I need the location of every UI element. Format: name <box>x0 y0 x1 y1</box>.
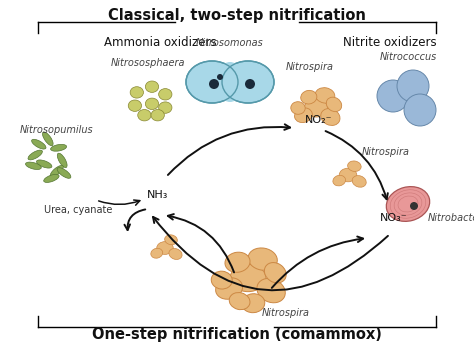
Ellipse shape <box>211 271 232 289</box>
Ellipse shape <box>216 278 243 299</box>
Ellipse shape <box>242 294 265 313</box>
Text: Nitrospira: Nitrospira <box>362 147 410 157</box>
Text: Nitrite oxidizers: Nitrite oxidizers <box>343 36 437 49</box>
Ellipse shape <box>44 174 59 183</box>
Ellipse shape <box>264 262 286 283</box>
Text: Ammonia oxidizers: Ammonia oxidizers <box>104 36 216 49</box>
Ellipse shape <box>50 165 64 177</box>
Ellipse shape <box>57 168 71 178</box>
Ellipse shape <box>159 102 172 113</box>
Ellipse shape <box>138 110 151 121</box>
Ellipse shape <box>32 139 46 149</box>
Text: NO₂⁻: NO₂⁻ <box>305 115 332 125</box>
Text: Nitrosopumilus: Nitrosopumilus <box>20 125 94 135</box>
Ellipse shape <box>157 242 173 254</box>
Ellipse shape <box>326 97 342 112</box>
Text: Nitrospira: Nitrospira <box>286 62 334 72</box>
Ellipse shape <box>321 109 340 125</box>
Ellipse shape <box>291 102 305 114</box>
Ellipse shape <box>57 153 67 168</box>
Text: Nitrosomonas: Nitrosomonas <box>196 38 264 48</box>
Ellipse shape <box>225 252 250 272</box>
Text: Nitrososphaera: Nitrososphaera <box>111 58 185 68</box>
Ellipse shape <box>26 162 41 170</box>
Ellipse shape <box>339 168 357 182</box>
Ellipse shape <box>51 144 66 151</box>
Ellipse shape <box>146 98 159 110</box>
Text: NH₃: NH₃ <box>147 190 169 200</box>
Ellipse shape <box>386 187 430 221</box>
Ellipse shape <box>222 61 274 103</box>
Ellipse shape <box>216 62 244 102</box>
Text: Nitrococcus: Nitrococcus <box>379 52 437 62</box>
Ellipse shape <box>294 108 312 122</box>
Ellipse shape <box>130 87 144 98</box>
Text: Urea, cyanate: Urea, cyanate <box>44 205 112 215</box>
Ellipse shape <box>301 90 317 104</box>
Ellipse shape <box>347 161 361 171</box>
Ellipse shape <box>257 279 285 303</box>
Ellipse shape <box>36 160 52 168</box>
Ellipse shape <box>164 235 177 245</box>
Ellipse shape <box>230 264 266 292</box>
Text: One-step nitrification (comammox): One-step nitrification (comammox) <box>92 327 382 342</box>
Ellipse shape <box>333 175 346 186</box>
Text: Classical, two-step nitrification: Classical, two-step nitrification <box>108 8 366 23</box>
Ellipse shape <box>315 88 335 103</box>
Ellipse shape <box>169 248 182 259</box>
Ellipse shape <box>304 99 328 117</box>
Circle shape <box>209 79 219 89</box>
Text: NO₃⁻: NO₃⁻ <box>380 213 408 223</box>
Text: Nitrobacter: Nitrobacter <box>428 213 474 223</box>
Ellipse shape <box>159 89 172 100</box>
Ellipse shape <box>146 81 159 92</box>
Circle shape <box>397 70 429 102</box>
Circle shape <box>245 79 255 89</box>
Ellipse shape <box>248 248 277 270</box>
Ellipse shape <box>352 176 366 187</box>
Ellipse shape <box>28 150 42 160</box>
Circle shape <box>404 94 436 126</box>
Ellipse shape <box>128 100 142 111</box>
Ellipse shape <box>151 110 164 121</box>
Ellipse shape <box>151 248 163 258</box>
Circle shape <box>217 74 223 80</box>
Ellipse shape <box>186 61 238 103</box>
Circle shape <box>410 202 418 210</box>
Ellipse shape <box>43 132 53 146</box>
Circle shape <box>377 80 409 112</box>
Ellipse shape <box>229 292 250 310</box>
Text: Nitrospira: Nitrospira <box>262 308 310 318</box>
